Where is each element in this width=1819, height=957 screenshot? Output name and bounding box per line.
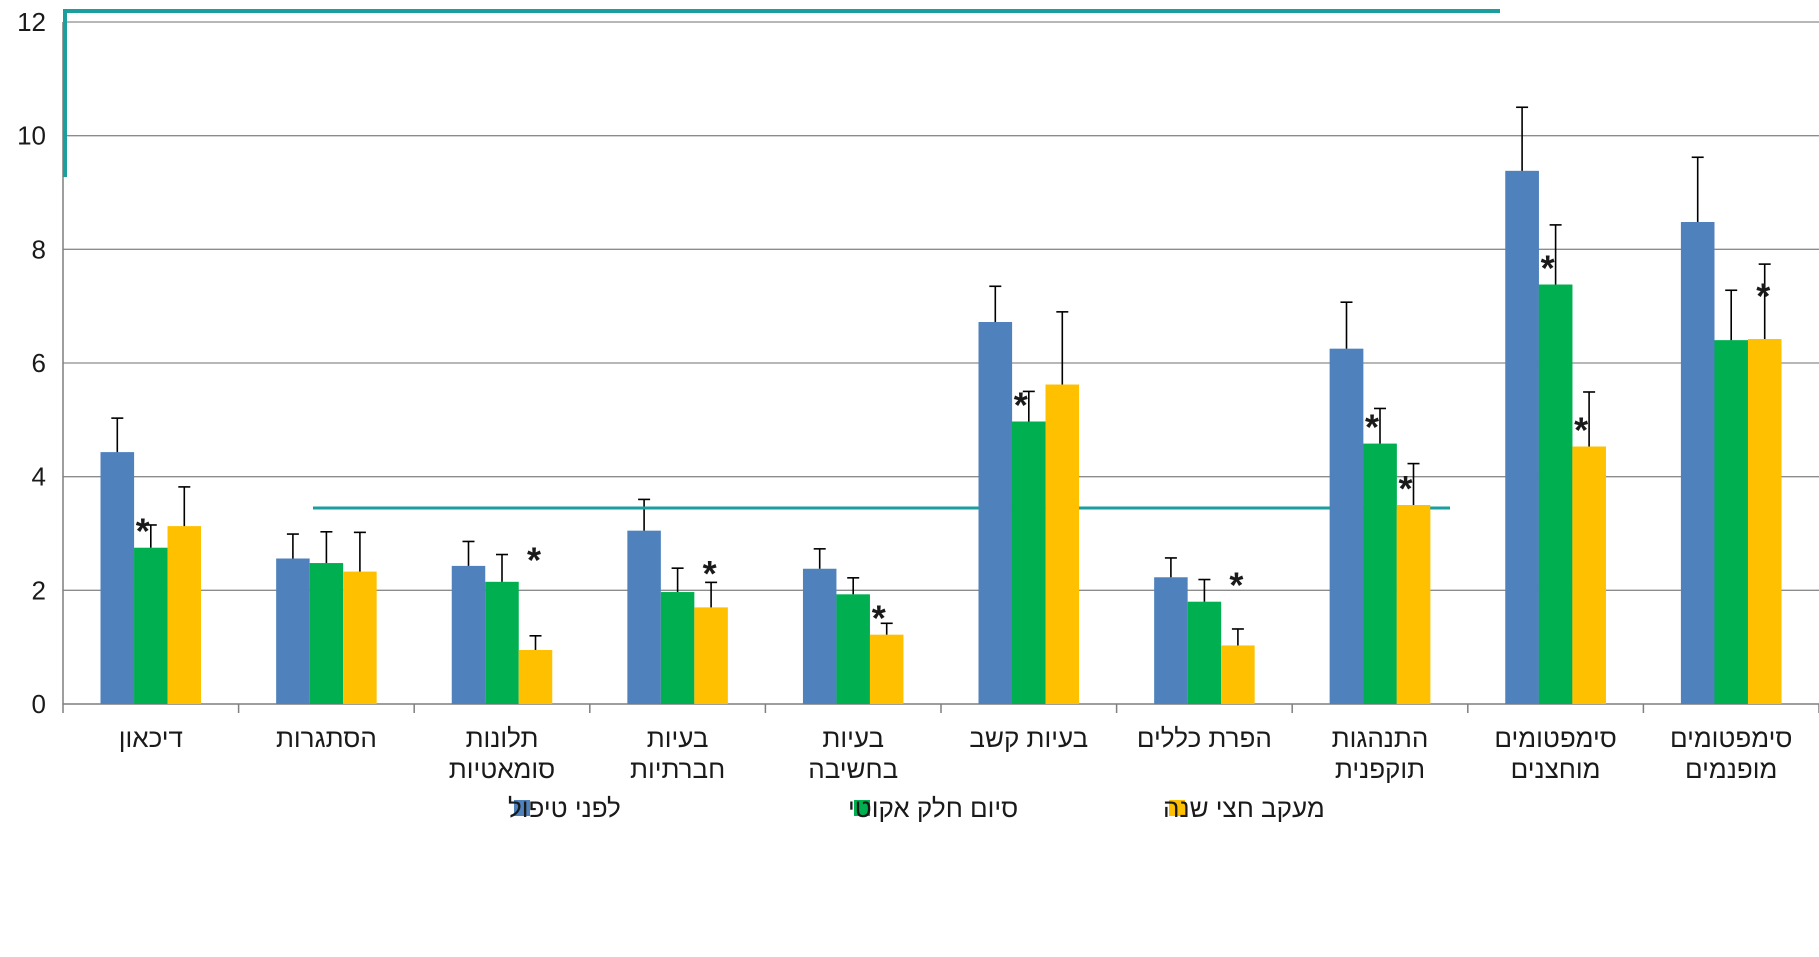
x-tick-label: בעיות <box>647 723 709 753</box>
legend-label: סיום חלק אקוטי <box>848 793 1018 823</box>
x-tick-label: בעיות <box>822 723 884 753</box>
bar-overlay <box>1396 505 1431 704</box>
bar-overlay <box>1747 339 1782 704</box>
bar <box>276 558 310 704</box>
x-tick-label: דיכאון <box>119 723 183 753</box>
legend-swatch <box>1169 800 1185 816</box>
bar <box>1187 601 1222 704</box>
x-tick-label: מוחצנים <box>1511 754 1601 784</box>
y-tick-label: 12 <box>17 7 46 37</box>
x-tick-label: בעיות קשב <box>969 723 1088 753</box>
x-tick-label: סימפטומים <box>1670 723 1792 753</box>
bar <box>134 547 168 704</box>
bar-overlay <box>1680 222 1715 704</box>
significance-star: * <box>1398 468 1412 509</box>
bar <box>836 594 870 704</box>
x-tick-label: תוקפנית <box>1335 754 1425 784</box>
bar <box>802 568 837 704</box>
y-tick-label: 8 <box>32 234 46 264</box>
x-tick-label: הפרת כללים <box>1137 723 1272 753</box>
y-axis-tick-labels: 0 2 4 6 8 10 12 <box>17 7 46 719</box>
error-bars <box>111 106 1771 651</box>
bar <box>627 530 661 704</box>
bar <box>694 607 728 704</box>
bar-overlay <box>1329 348 1364 704</box>
y-tick-label: 2 <box>32 575 46 605</box>
x-tick-label: סומאטיות <box>449 754 555 784</box>
significance-star: * <box>136 511 150 552</box>
y-tick-label: 0 <box>32 689 46 719</box>
significance-star: * <box>1014 385 1028 426</box>
significance-star: * <box>703 553 717 594</box>
legend: לפני טיפול סיום חלק אקוטי מעקב חצי שנה <box>508 793 1325 823</box>
bar <box>451 565 486 704</box>
y-tick-label: 10 <box>17 121 46 151</box>
bar-overlay <box>100 452 135 704</box>
bar-overlay <box>1572 446 1606 704</box>
x-axis-category-labels: דיכאון הסתגרות תלונותסומאטיותבעיותחברתיותב… <box>119 723 1793 784</box>
bar <box>1154 577 1188 704</box>
significance-star: * <box>527 540 541 581</box>
legend-label: מעקב חצי שנה <box>1163 793 1325 823</box>
y-tick-label: 4 <box>32 462 46 492</box>
x-tick-label: הסתגרות <box>276 723 377 753</box>
bar-overlay <box>978 322 1013 704</box>
bar-overlay <box>1045 384 1080 704</box>
bar <box>1221 645 1255 704</box>
bar-overlay <box>1363 443 1397 704</box>
bar <box>660 592 695 704</box>
bar-overlay <box>1538 284 1573 704</box>
y-tick-label: 6 <box>32 348 46 378</box>
legend-label: לפני טיפול <box>508 793 621 823</box>
x-tick-label: סימפטומים <box>1494 723 1616 753</box>
x-tick-label: בחשיבה <box>808 754 898 784</box>
bar-overlay <box>1505 170 1539 705</box>
bar-overlay <box>1012 421 1046 704</box>
legend-swatch <box>854 800 870 816</box>
teal-overlay-lines <box>63 9 1782 705</box>
significance-star: * <box>1541 248 1555 289</box>
significance-star: * <box>872 598 886 639</box>
x-tick-label: תלונות <box>466 723 539 753</box>
bar <box>518 650 553 704</box>
significance-star: * <box>1756 275 1770 316</box>
x-tick-label: חברתיות <box>630 754 725 784</box>
x-tick-label: מופנמים <box>1685 754 1777 784</box>
bar-overlay <box>1714 340 1748 704</box>
bar <box>343 571 377 704</box>
bar <box>485 581 519 704</box>
significance-star: * <box>1365 407 1379 448</box>
bar <box>869 634 904 704</box>
significance-star: * <box>1229 565 1243 606</box>
significance-star: * <box>1574 410 1588 451</box>
legend-swatch <box>514 800 530 816</box>
bar <box>309 563 344 704</box>
significance-stars: * * * * * * * * * * * <box>136 248 1770 639</box>
bar <box>167 526 202 704</box>
x-tick-label: התנהגות <box>1332 723 1429 753</box>
